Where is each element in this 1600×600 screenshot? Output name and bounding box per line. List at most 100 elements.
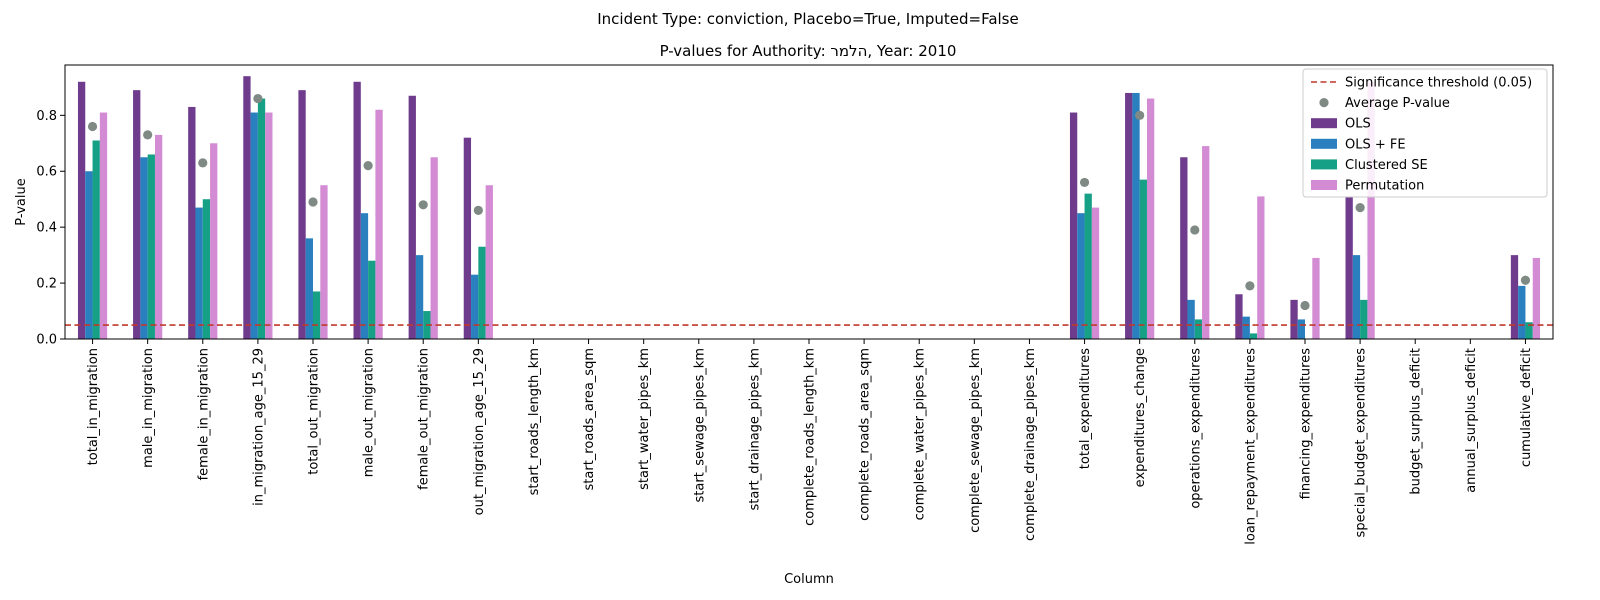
bar-ols-fe-out-migration-age-15-29 xyxy=(471,274,479,339)
bar-clustered-se-total-expenditures xyxy=(1084,193,1092,339)
chart-suptitle: Incident Type: conviction, Placebo=True,… xyxy=(597,10,1018,28)
bar-clustered-se-special-budget-expenditures xyxy=(1360,299,1368,339)
bar-ols-total-in-migration xyxy=(77,81,86,339)
bar-permutation-male-in-migration xyxy=(154,134,163,339)
y-tick-label: 0.8 xyxy=(36,109,57,124)
average-marker-total-in-migration xyxy=(87,121,98,132)
x-tick-label: complete_sewage_pipes_km xyxy=(968,348,983,533)
bar-ols-fe-loan-repayment-expenditures xyxy=(1242,316,1250,339)
bar-clustered-se-cumulative-deficit xyxy=(1525,322,1533,339)
average-marker-financing-expenditures xyxy=(1300,300,1310,311)
legend-label-significance-threshold-0-05: Significance threshold (0.05) xyxy=(1345,76,1532,91)
y-tick-label: 0.2 xyxy=(36,277,57,292)
bar-ols-fe-total-out-migration xyxy=(305,238,313,339)
bar-ols-expenditures-change xyxy=(1125,92,1133,339)
legend-swatch-average-p-value xyxy=(1319,98,1329,108)
x-tick-label: financing_expenditures xyxy=(1299,348,1314,500)
bar-ols-female-in-migration xyxy=(188,106,196,339)
bar-ols-fe-special-budget-expenditures xyxy=(1352,255,1361,339)
bar-ols-total-out-migration xyxy=(298,90,306,339)
average-marker-female-in-migration xyxy=(198,158,208,168)
y-tick-layer: 0.0 0.2 0.4 0.6 0.8 xyxy=(36,109,65,348)
bar-ols-fe-cumulative-deficit xyxy=(1518,285,1526,339)
bar-permutation-cumulative-deficit xyxy=(1532,257,1541,339)
x-tick-label: cumulative_deficit xyxy=(1519,348,1534,467)
x-tick-label: male_in_migration xyxy=(141,348,156,468)
x-tick-label: special_budget_expenditures xyxy=(1354,348,1369,538)
bar-ols-loan-repayment-expenditures xyxy=(1235,294,1243,339)
bar-ols-fe-total-expenditures xyxy=(1077,213,1085,339)
x-tick-layer: total_in_migration male_in_migration femal… xyxy=(86,339,1534,545)
x-tick-label: start_drainage_pipes_km xyxy=(747,348,762,511)
legend-swatch-ols-fe xyxy=(1311,138,1337,149)
legend: Significance threshold (0.05) Average P-v… xyxy=(1302,68,1548,198)
bar-ols-fe-expenditures-change xyxy=(1132,92,1140,339)
x-tick-label: start_roads_area_sqm xyxy=(582,348,597,490)
bar-ols-fe-male-in-migration xyxy=(140,157,148,339)
x-tick-label: female_out_migration xyxy=(417,348,432,490)
bar-clustered-se-out-migration-age-15-29 xyxy=(478,246,486,339)
average-marker-male-in-migration xyxy=(143,130,153,140)
bar-permutation-expenditures-change xyxy=(1146,98,1155,339)
x-tick-label: operations_expenditures xyxy=(1188,348,1203,509)
bar-permutation-male-out-migration xyxy=(375,109,383,339)
x-tick-label: total_in_migration xyxy=(86,348,101,465)
bar-permutation-total-expenditures xyxy=(1091,207,1100,339)
bar-clustered-se-total-out-migration xyxy=(313,291,321,339)
x-tick-label: in_migration_age_15_29 xyxy=(251,348,266,506)
x-tick-label: expenditures_change xyxy=(1133,348,1148,487)
x-tick-label: complete_roads_area_sqm xyxy=(858,348,873,521)
x-tick-label: budget_surplus_deficit xyxy=(1409,348,1424,495)
x-tick-label: complete_water_pipes_km xyxy=(913,348,928,520)
bar-permutation-female-out-migration xyxy=(430,157,438,339)
x-axis-label: Column xyxy=(784,572,834,587)
bar-ols-fe-female-in-migration xyxy=(195,207,203,339)
bar-ols-special-budget-expenditures xyxy=(1345,196,1353,339)
average-marker-total-expenditures xyxy=(1079,177,1090,188)
average-marker-operations-expenditures xyxy=(1190,225,1200,235)
bar-clustered-se-male-in-migration xyxy=(147,154,155,339)
legend-label-ols-fe: OLS + FE xyxy=(1345,137,1406,152)
bar-ols-cumulative-deficit xyxy=(1510,255,1519,339)
bar-ols-fe-total-in-migration xyxy=(85,171,93,339)
y-tick-label: 0.6 xyxy=(36,165,57,180)
bar-ols-fe-financing-expenditures xyxy=(1297,319,1305,339)
bar-clustered-se-total-in-migration xyxy=(92,140,100,339)
x-tick-label: start_water_pipes_km xyxy=(637,348,652,490)
legend-label-ols: OLS xyxy=(1345,117,1371,132)
x-tick-label: annual_surplus_deficit xyxy=(1464,348,1479,493)
bar-layer xyxy=(77,76,1541,340)
bar-ols-fe-female-out-migration xyxy=(415,255,424,339)
bar-ols-total-expenditures xyxy=(1069,112,1078,339)
bar-clustered-se-male-out-migration xyxy=(368,260,376,339)
average-marker-in-migration-age-15-29 xyxy=(253,93,263,104)
bar-clustered-se-female-in-migration xyxy=(202,199,211,339)
average-marker-total-out-migration xyxy=(308,197,318,207)
legend-swatch-ols xyxy=(1311,118,1337,129)
bar-clustered-se-loan-repayment-expenditures xyxy=(1249,333,1258,339)
bar-ols-operations-expenditures xyxy=(1180,157,1188,339)
y-tick-label: 0.4 xyxy=(36,221,57,236)
y-tick-label: 0.0 xyxy=(36,333,57,348)
bar-ols-financing-expenditures xyxy=(1290,299,1298,339)
bar-ols-male-out-migration xyxy=(353,81,361,339)
x-tick-label: total_expenditures xyxy=(1078,348,1093,469)
average-marker-out-migration-age-15-29 xyxy=(473,205,483,215)
bar-clustered-se-in-migration-age-15-29 xyxy=(257,98,266,339)
x-tick-label: out_migration_age_15_29 xyxy=(472,348,487,515)
x-tick-label: complete_roads_length_km xyxy=(803,348,818,526)
chart-title: P-values for Authority: הלמר, Year: 2010 xyxy=(660,42,957,60)
average-marker-layer xyxy=(87,93,1531,311)
bar-permutation-loan-repayment-expenditures xyxy=(1257,196,1265,339)
average-marker-male-out-migration xyxy=(363,161,373,171)
x-tick-label: total_out_migration xyxy=(307,348,322,475)
average-marker-expenditures-change xyxy=(1135,110,1145,120)
bar-ols-in-migration-age-15-29 xyxy=(243,76,251,340)
legend-swatch-clustered-se xyxy=(1311,159,1337,170)
bar-permutation-financing-expenditures xyxy=(1312,257,1320,339)
average-marker-special-budget-expenditures xyxy=(1355,202,1365,213)
bar-ols-female-out-migration xyxy=(408,95,416,340)
bar-clustered-se-expenditures-change xyxy=(1139,179,1147,339)
